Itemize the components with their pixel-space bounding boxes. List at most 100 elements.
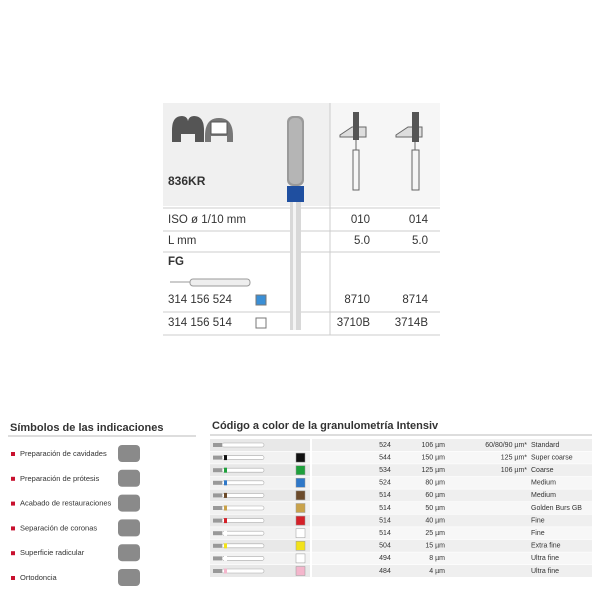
grit-name: Medium: [531, 480, 556, 487]
length-label: L mm: [168, 235, 196, 247]
grit-size: 106 µm: [422, 442, 446, 449]
grit-size: 60 µm: [425, 492, 445, 499]
bur-shank: [221, 455, 265, 460]
bur-ring: [224, 518, 227, 524]
row-bg: [312, 502, 592, 514]
bur-head: [213, 480, 222, 485]
indication-icon: [118, 519, 140, 537]
bullet: [11, 526, 15, 531]
bur-ring: [224, 530, 227, 536]
grit-size: 125 µm: [422, 467, 446, 474]
indication-icon: [118, 569, 140, 586]
grit-size: 80 µm: [425, 480, 445, 487]
grit-code: 514: [379, 492, 391, 499]
bur-shank: [221, 568, 265, 574]
bur-ring: [224, 568, 227, 574]
grit-name: Coarse: [531, 467, 554, 474]
row-bg: [312, 476, 592, 489]
grit-code: 544: [379, 454, 391, 461]
indication-icon: [118, 469, 140, 487]
grit-code: 494: [379, 555, 391, 562]
row-lines: [163, 207, 440, 336]
indication-label: Acabado de restauraciones: [20, 499, 112, 508]
grit-code: 514: [379, 517, 391, 524]
bur-shank: [221, 480, 265, 486]
color-square: [255, 294, 267, 306]
shank-label: FG: [168, 256, 184, 268]
grit-name: Super coarse: [531, 454, 573, 461]
bur-ring: [224, 455, 227, 461]
color-square: [295, 566, 306, 576]
grit-size: 25 µm: [425, 530, 445, 537]
section-title: Símbolos de las indicaciones: [10, 422, 163, 434]
iso-label: ISO ø 1/10 mm: [168, 214, 246, 226]
item-number: 8710: [344, 294, 370, 306]
grit-iso: 60/80/90 µm*: [485, 442, 527, 449]
bur-shank: [221, 530, 265, 536]
card-header-bg: [330, 103, 440, 206]
size-value: 014: [409, 214, 429, 226]
grit-code: 484: [379, 568, 391, 575]
item-number: 8714: [402, 294, 428, 306]
grit-name: Fine: [531, 517, 545, 524]
shank-drawing: [170, 278, 251, 287]
bur-shank: [221, 518, 265, 523]
row-bg: [312, 552, 592, 565]
bur-head: [213, 493, 222, 498]
grit-size: 40 µm: [425, 517, 445, 524]
grit-size: 4 µm: [429, 568, 445, 575]
bur-head: [213, 443, 222, 447]
grit-size: 8 µm: [429, 555, 445, 562]
indication-label: Separación de coronas: [20, 523, 97, 532]
color-square: [255, 317, 267, 329]
grit-iso: 106 µm*: [501, 467, 527, 474]
bur-ring: [224, 467, 227, 473]
row-bg: [312, 464, 592, 477]
row-bg: [312, 489, 592, 502]
product-code: 836KR: [168, 174, 206, 188]
indication-icon: [118, 494, 140, 512]
row-bg: [312, 439, 592, 451]
length-value: 5.0: [354, 235, 370, 247]
grit-name: Ultra fine: [531, 555, 559, 562]
card-header-bg: [163, 103, 330, 206]
row-bg: [312, 539, 592, 552]
grit-name: Ultra fine: [531, 568, 559, 575]
color-square: [295, 465, 306, 475]
bur-shank: [221, 505, 265, 511]
bur-shank: [221, 467, 265, 473]
color-square: [295, 452, 306, 463]
indication-label: Preparación de cavidades: [20, 449, 107, 458]
grit-name: Fine: [531, 530, 545, 537]
profile-drawings: [339, 112, 423, 191]
color-square: [295, 503, 306, 513]
color-square: [295, 528, 306, 538]
grit-code: 514: [379, 530, 391, 537]
bur-head: [213, 531, 222, 536]
color-square: [295, 490, 306, 501]
bur-shank: [221, 543, 265, 549]
indication-label: Superficie radicular: [20, 548, 85, 557]
bur-shank: [221, 493, 265, 498]
bur-image: [287, 116, 304, 330]
size-value: 010: [351, 214, 370, 226]
bur-ring: [224, 555, 227, 561]
grit-name: Standard: [531, 442, 560, 449]
ref-number: 314 156 524: [168, 294, 233, 306]
grit-name: Golden Burs GB: [531, 505, 582, 512]
bur-head: [213, 556, 222, 561]
grit-code: 524: [379, 480, 391, 487]
bur-head: [213, 468, 222, 473]
indication-label: Ortodoncia: [20, 573, 58, 582]
bullet: [11, 551, 15, 556]
bur-head: [213, 455, 222, 460]
grit-size: 50 µm: [425, 505, 445, 512]
grit-size: 15 µm: [425, 543, 445, 550]
bullet: [11, 501, 15, 506]
bur-ring: [224, 543, 227, 549]
grit-code: 524: [379, 442, 391, 449]
grit-name: Extra fine: [531, 543, 561, 550]
bur-shank: [221, 442, 265, 448]
row-bg: [312, 527, 592, 540]
color-square: [295, 515, 306, 526]
